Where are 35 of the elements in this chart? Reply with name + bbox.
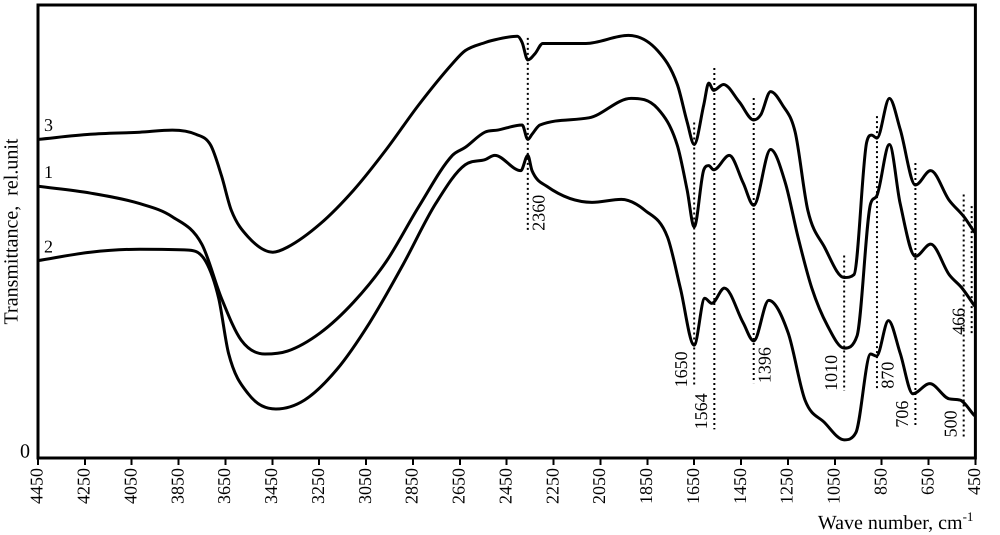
x-tick-label: 2650 xyxy=(448,468,469,504)
x-tick-label: 1050 xyxy=(824,468,844,504)
x-tick-label: 3850 xyxy=(167,468,188,504)
x-tick-label: 2850 xyxy=(402,468,422,504)
series-label: 3 xyxy=(44,115,53,136)
ref-line-label: 1650 xyxy=(670,351,691,388)
x-tick-label: 3450 xyxy=(261,468,282,504)
x-tick-label: 1250 xyxy=(776,468,797,504)
y-axis-title: Transmittance, rel.unit xyxy=(0,138,22,324)
x-tick-label: 4450 xyxy=(26,468,47,504)
x-tick-label: 2250 xyxy=(542,468,562,504)
x-tick-label: 3050 xyxy=(354,468,375,504)
series-label: 2 xyxy=(44,236,53,256)
ref-line-label: 2360 xyxy=(528,194,549,231)
x-tick-label: 1450 xyxy=(730,468,750,504)
ref-line-label: 1396 xyxy=(754,347,774,384)
ref-line-label: 1564 xyxy=(691,393,712,430)
series-label: 1 xyxy=(44,162,53,182)
x-tick-label: 850 xyxy=(870,468,890,495)
ref-line-label: 466 xyxy=(948,308,968,335)
x-tick-label: 4050 xyxy=(120,468,140,504)
x-tick-label: 1850 xyxy=(636,468,656,504)
text: 0 xyxy=(20,440,30,462)
x-tick-label: 2450 xyxy=(495,468,516,504)
x-tick-label: 650 xyxy=(917,468,938,495)
ref-line-label: 870 xyxy=(878,362,898,389)
x-tick-label: 4250 xyxy=(74,468,94,504)
x-tick-label: 3650 xyxy=(214,468,234,504)
x-tick-label: 2050 xyxy=(589,468,610,504)
x-tick-label: 1650 xyxy=(682,468,703,504)
x-tick-label: 3250 xyxy=(308,468,328,504)
ref-line-label: 1010 xyxy=(820,354,841,391)
x-tick-label: 450 xyxy=(964,468,984,495)
ref-line-label: 500 xyxy=(940,410,960,438)
ref-line-label: 706 xyxy=(892,400,912,428)
